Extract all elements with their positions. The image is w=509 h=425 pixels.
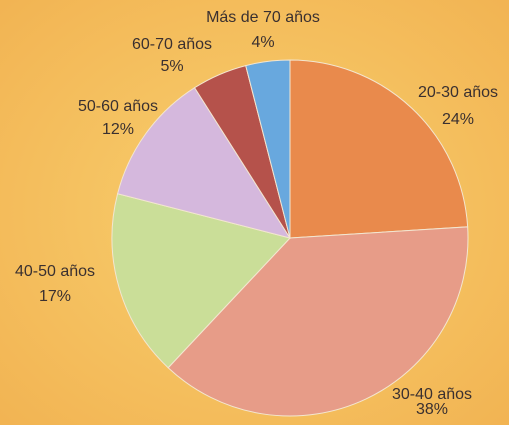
- pie-slice: [111, 193, 291, 369]
- slice-label: 50-60 años: [78, 98, 158, 115]
- slice-label: Más de 70 años: [206, 9, 320, 26]
- slice-label: 60-70 años: [132, 36, 212, 53]
- pie-slice: [167, 226, 469, 417]
- slice-label: 40-50 años: [15, 263, 95, 280]
- slice-value-label: 24%: [442, 111, 474, 128]
- pie-slice: [289, 59, 469, 239]
- slice-label: 30-40 años: [392, 386, 472, 403]
- slice-label: 20-30 años: [418, 84, 498, 101]
- slice-value-label: 4%: [251, 34, 274, 51]
- slice-value-label: 38%: [416, 401, 448, 418]
- pie-slice: [245, 59, 291, 239]
- slice-value-label: 17%: [39, 288, 71, 305]
- slice-value-label: 5%: [160, 58, 183, 75]
- pie-slice: [116, 87, 292, 239]
- slice-value-label: 12%: [102, 121, 134, 138]
